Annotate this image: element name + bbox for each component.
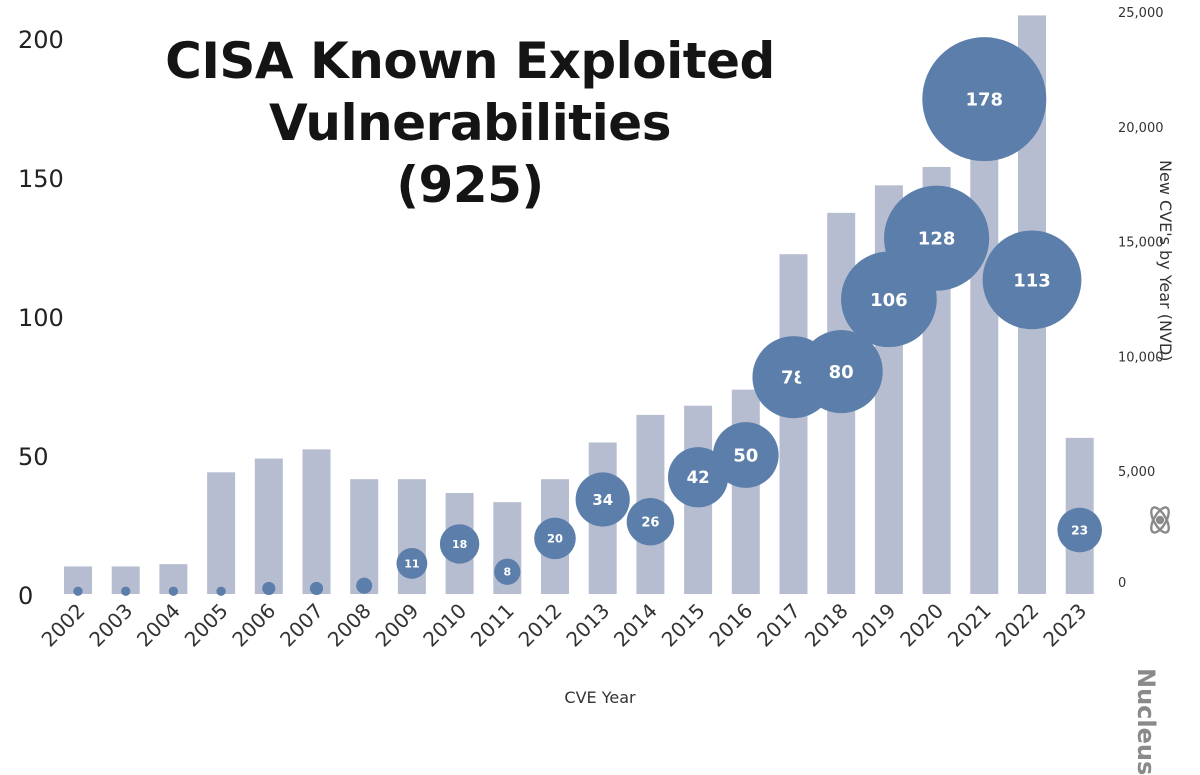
bubble-2013 — [575, 472, 630, 527]
title-line-2: Vulnerabilities — [269, 94, 671, 152]
bubble-label-2020: 128 — [918, 229, 956, 250]
bubble-2018 — [799, 330, 883, 414]
bar-2016 — [731, 389, 760, 594]
left-tick-label: 100 — [18, 304, 64, 332]
bubble-2012 — [534, 517, 576, 560]
bubble-label-2015: 42 — [687, 468, 710, 487]
bubble-label-2010: 18 — [452, 538, 467, 551]
x-tick-label-2010: 2010 — [418, 599, 471, 652]
right-tick-label: 20,000 — [1118, 121, 1164, 136]
x-tick-label-2005: 2005 — [180, 599, 233, 652]
bubble-label-2009: 11 — [404, 557, 419, 570]
x-tick-label-2008: 2008 — [323, 599, 376, 652]
bubble-2009 — [396, 548, 428, 579]
bubble-2008 — [356, 577, 373, 594]
x-tick-label-2017: 2017 — [752, 599, 805, 652]
left-tick-label: 0 — [18, 582, 33, 610]
bubble-2003 — [121, 586, 131, 596]
bubble-label-2023: 23 — [1071, 523, 1088, 537]
x-tick-label-2014: 2014 — [609, 599, 662, 652]
bar-2017 — [779, 254, 808, 594]
right-tick-label: 5,000 — [1118, 465, 1155, 480]
bubble-2005 — [216, 586, 226, 596]
bubble-2014 — [626, 498, 675, 546]
x-tick-label-2013: 2013 — [561, 599, 614, 652]
bubble-label-2012: 20 — [547, 532, 563, 546]
x-tick-label-2004: 2004 — [132, 599, 185, 652]
right-tick-label: 25,000 — [1118, 6, 1164, 21]
chart-title: CISA Known Exploited Vulnerabilities (92… — [110, 30, 830, 216]
left-tick-label: 200 — [18, 26, 64, 54]
x-tick-label-2002: 2002 — [37, 599, 90, 652]
bar-2008 — [350, 479, 379, 594]
x-axis-title: CVE Year — [564, 688, 636, 707]
bar-2007 — [302, 449, 331, 594]
bubble-label-2021: 178 — [966, 90, 1004, 111]
x-tick-label-2012: 2012 — [514, 599, 567, 652]
bubble-2010 — [439, 524, 480, 564]
bubble-label-2014: 26 — [641, 515, 659, 530]
bubble-label-2013: 34 — [592, 491, 613, 509]
x-tick-label-2003: 2003 — [84, 599, 137, 652]
left-tick-label: 50 — [18, 443, 49, 471]
bubble-label-2022: 113 — [1013, 270, 1051, 291]
right-tick-label: 10,000 — [1118, 350, 1164, 365]
nucleus-logo-text: Nucleus — [1132, 668, 1160, 775]
x-tick-label-2022: 2022 — [991, 599, 1044, 652]
nucleus-logo-icon — [1150, 506, 1170, 534]
bar-2005 — [207, 472, 236, 594]
bubble-2015 — [667, 447, 729, 508]
bubble-2016 — [712, 422, 779, 488]
bubble-label-2011: 8 — [503, 566, 511, 579]
bubble-2011 — [494, 558, 521, 585]
x-tick-label-2020: 2020 — [895, 599, 948, 652]
right-tick-label: 0 — [1118, 576, 1126, 591]
x-tick-label-2015: 2015 — [657, 599, 710, 652]
left-tick-label: 150 — [18, 165, 64, 193]
bubble-label-2016: 50 — [733, 445, 758, 466]
x-tick-label-2007: 2007 — [275, 599, 328, 652]
title-line-1: CISA Known Exploited — [165, 32, 775, 90]
bubble-2006 — [262, 581, 276, 596]
x-tick-label-2018: 2018 — [800, 599, 853, 652]
bubble-2022 — [982, 230, 1082, 330]
bubble-2002 — [73, 586, 83, 596]
chart-stage: 0 50 100 150 200 0 5,000 10,000 15,000 20,000 25,0… — [18, 6, 1175, 775]
bubble-label-2018: 80 — [829, 362, 854, 383]
x-tick-label-2016: 2016 — [704, 599, 757, 652]
bar-bubble-chart: 0 50 100 150 200 0 5,000 10,000 15,000 20,000 25,0… — [18, 6, 1175, 707]
x-tick-label-2019: 2019 — [847, 599, 900, 652]
bar-2021 — [970, 104, 999, 595]
bar-2006 — [254, 458, 283, 594]
bubble-2007 — [309, 581, 324, 596]
right-axis-title: New CVE's by Year (NVD) — [1156, 160, 1175, 361]
x-tick-label-2023: 2023 — [1038, 599, 1091, 652]
bubble-2021 — [922, 37, 1047, 162]
x-tick-label-2021: 2021 — [943, 599, 996, 652]
bubble-2020 — [884, 185, 990, 291]
bubble-2023 — [1057, 507, 1102, 553]
bubble-label-2019: 106 — [870, 290, 908, 311]
title-line-3: (925) — [396, 156, 544, 214]
x-tick-label-2006: 2006 — [227, 599, 280, 652]
bubble-2004 — [168, 586, 179, 596]
x-tick-label-2009: 2009 — [370, 599, 423, 652]
x-tick-label-2011: 2011 — [466, 599, 519, 652]
right-tick-label: 15,000 — [1118, 236, 1164, 251]
